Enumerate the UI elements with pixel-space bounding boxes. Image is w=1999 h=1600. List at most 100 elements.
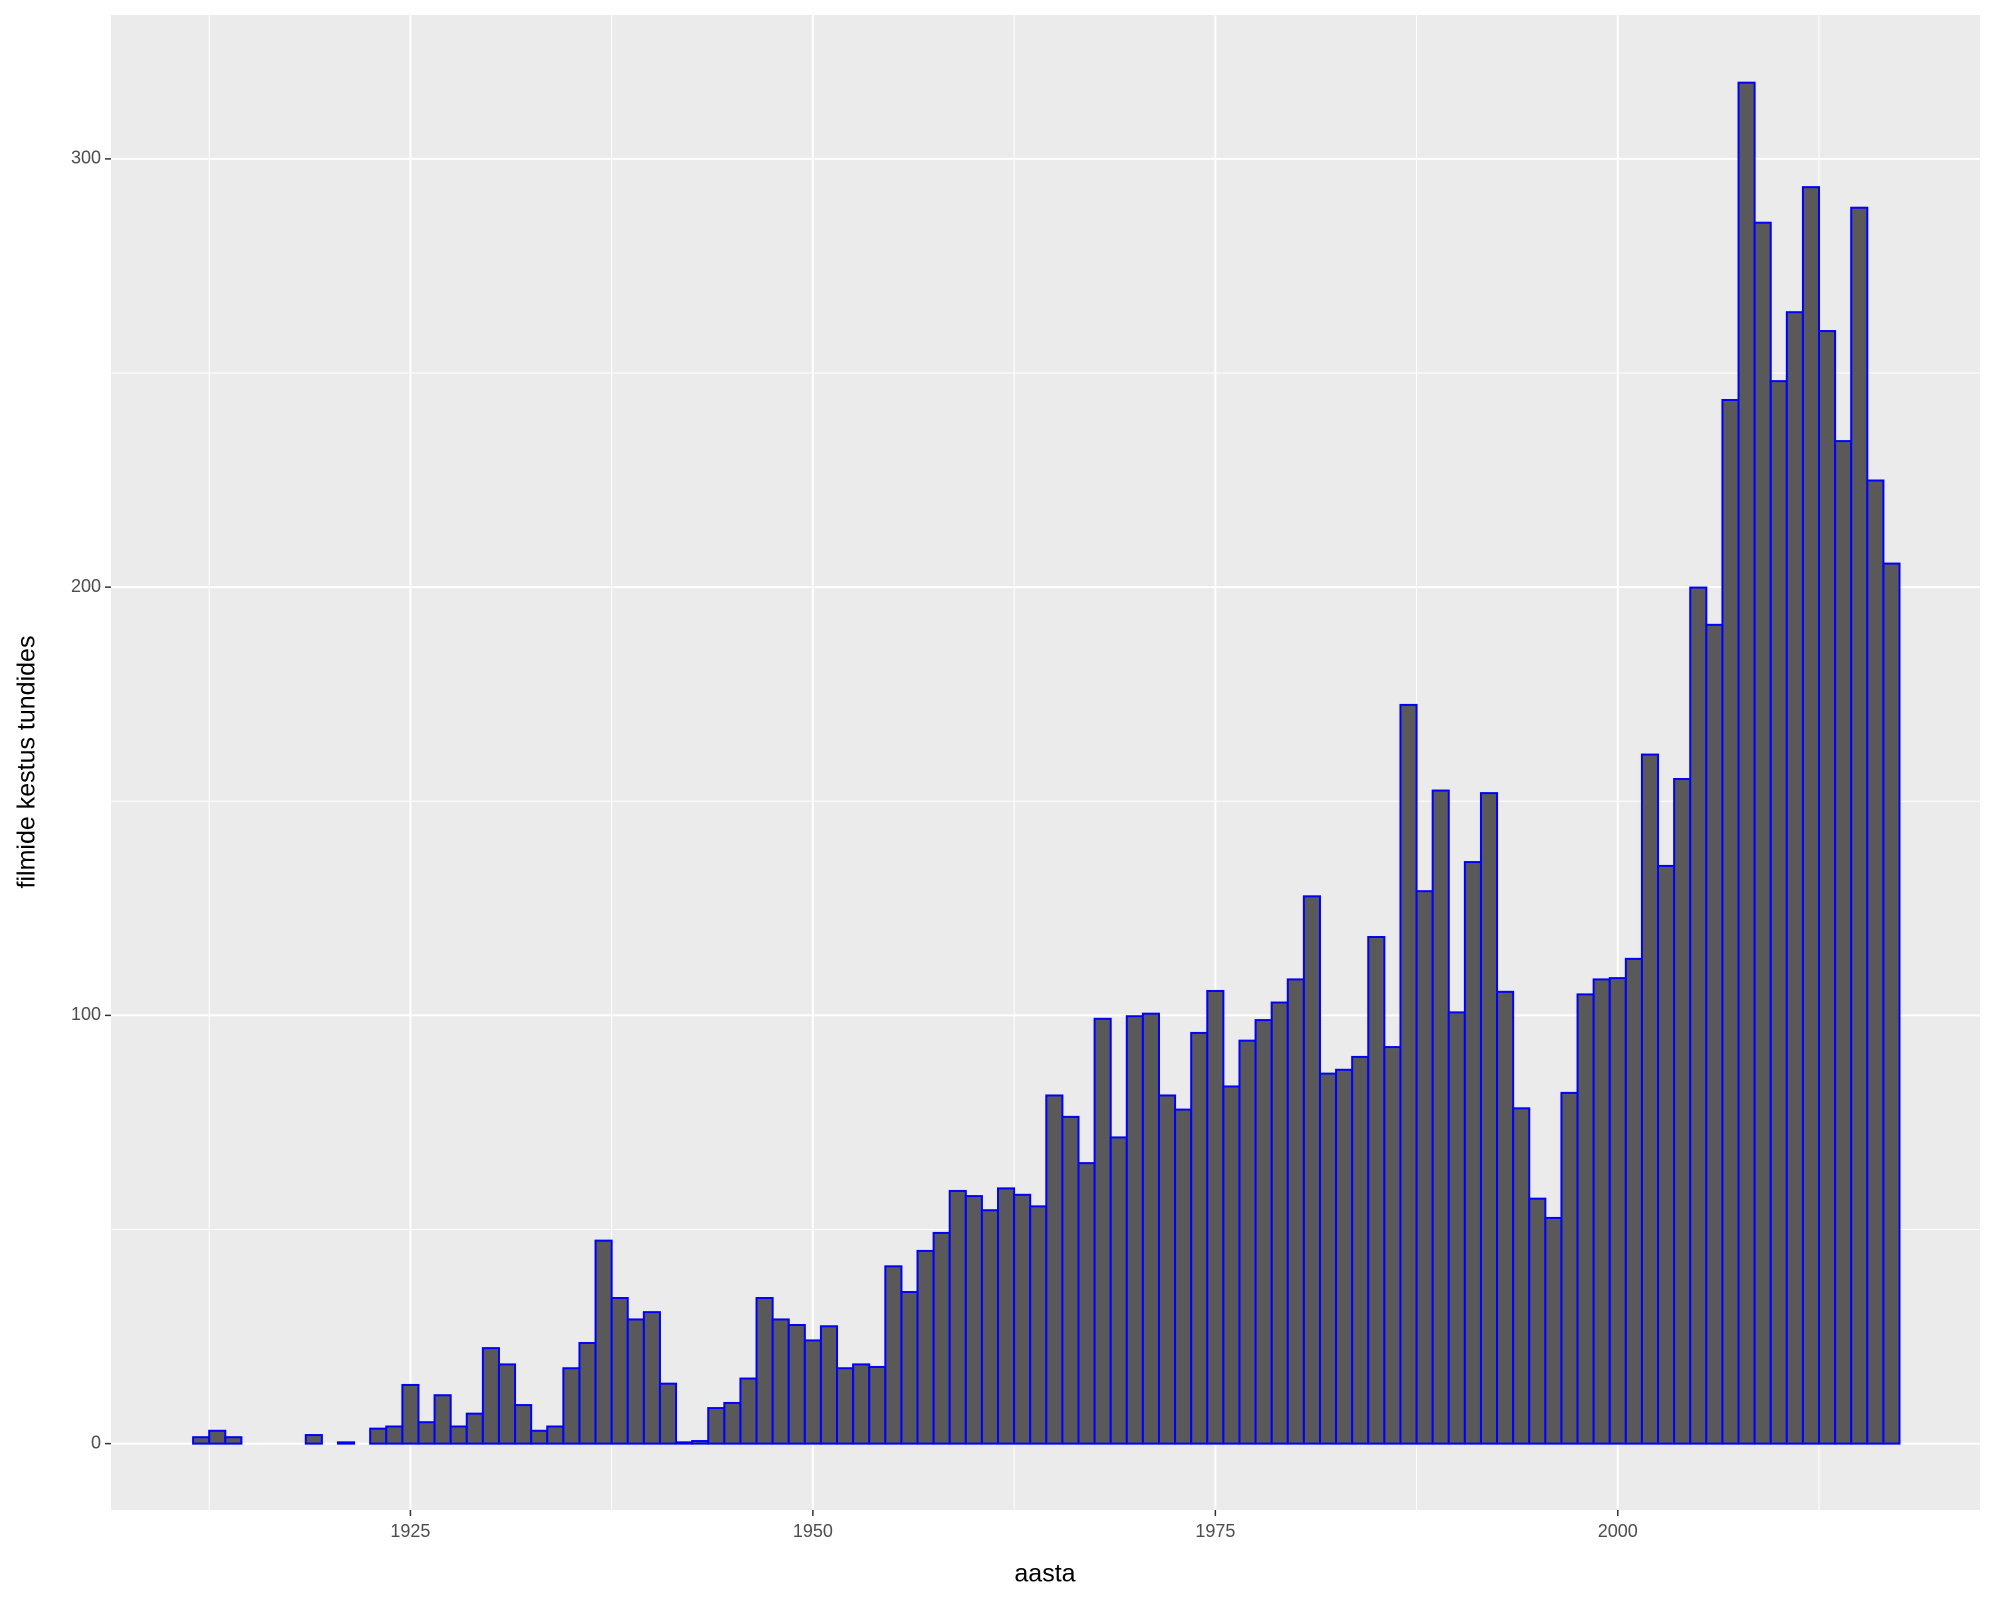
bar bbox=[1463, 861, 1482, 1445]
bar bbox=[224, 1436, 243, 1445]
bar bbox=[1029, 1205, 1048, 1445]
bar bbox=[1479, 792, 1499, 1445]
bar bbox=[1608, 977, 1627, 1445]
bar bbox=[836, 1367, 855, 1445]
bar bbox=[1367, 936, 1386, 1445]
bar bbox=[417, 1421, 436, 1445]
bar bbox=[1882, 562, 1901, 1445]
bar bbox=[1801, 186, 1821, 1445]
bar bbox=[1222, 1085, 1241, 1445]
bar bbox=[755, 1297, 774, 1445]
bar bbox=[739, 1377, 758, 1445]
bar bbox=[707, 1407, 726, 1445]
bar bbox=[964, 1195, 983, 1445]
bar bbox=[1061, 1115, 1080, 1445]
y-tick-label: 200 bbox=[71, 576, 101, 596]
bar bbox=[1866, 479, 1885, 1445]
bar bbox=[1190, 1031, 1209, 1445]
bar bbox=[1351, 1055, 1370, 1445]
bar bbox=[1818, 330, 1837, 1445]
bar bbox=[980, 1209, 1000, 1445]
bar bbox=[369, 1427, 388, 1445]
bar bbox=[530, 1429, 549, 1445]
bar bbox=[1302, 895, 1321, 1445]
bar bbox=[787, 1323, 806, 1445]
bar bbox=[1013, 1193, 1032, 1445]
bar bbox=[932, 1231, 951, 1445]
bar bbox=[642, 1311, 661, 1445]
bar bbox=[1592, 978, 1611, 1445]
bar bbox=[1769, 380, 1788, 1445]
bar bbox=[562, 1367, 581, 1445]
bar bbox=[900, 1291, 919, 1445]
bar bbox=[546, 1425, 565, 1445]
bar bbox=[1624, 957, 1643, 1445]
bar bbox=[1657, 864, 1676, 1445]
bar bbox=[401, 1383, 420, 1445]
x-tick-label: 1925 bbox=[390, 1521, 430, 1541]
bar bbox=[449, 1425, 468, 1445]
bar bbox=[1270, 1001, 1289, 1445]
bar bbox=[433, 1394, 452, 1445]
bar bbox=[304, 1434, 323, 1445]
y-axis-title: filmide kestus tundides bbox=[13, 636, 41, 889]
x-tick-label: 1975 bbox=[1195, 1521, 1235, 1541]
bar bbox=[594, 1239, 613, 1445]
x-tick-label: 2000 bbox=[1598, 1521, 1638, 1541]
y-tick-label: 100 bbox=[71, 1004, 101, 1024]
bar bbox=[884, 1265, 903, 1445]
bar bbox=[1415, 890, 1434, 1445]
bar bbox=[675, 1441, 694, 1445]
bar bbox=[1383, 1046, 1402, 1445]
y-tick-label: 0 bbox=[91, 1432, 101, 1452]
bar bbox=[691, 1440, 710, 1445]
bar bbox=[1174, 1108, 1193, 1445]
bar bbox=[385, 1425, 404, 1445]
bar bbox=[1834, 440, 1853, 1445]
x-tick-label: 1950 bbox=[793, 1521, 833, 1541]
bar bbox=[916, 1249, 935, 1445]
bar bbox=[514, 1404, 533, 1445]
bar bbox=[1109, 1136, 1128, 1445]
y-tick-label: 300 bbox=[71, 148, 101, 168]
bar bbox=[868, 1365, 887, 1445]
bar bbox=[626, 1318, 645, 1445]
bar bbox=[1512, 1107, 1531, 1445]
bar bbox=[852, 1363, 871, 1445]
bar bbox=[481, 1347, 500, 1445]
bar bbox=[658, 1382, 678, 1445]
bar bbox=[336, 1441, 356, 1445]
bar bbox=[1286, 978, 1305, 1445]
bar bbox=[1206, 989, 1225, 1445]
bar bbox=[723, 1401, 742, 1445]
bar bbox=[819, 1325, 839, 1445]
bar bbox=[803, 1339, 822, 1445]
bar bbox=[1560, 1091, 1579, 1445]
bar bbox=[1850, 206, 1869, 1445]
bar bbox=[1544, 1216, 1563, 1445]
bar bbox=[192, 1436, 211, 1445]
bar bbox=[1576, 993, 1595, 1445]
bar bbox=[1254, 1019, 1273, 1445]
bar bbox=[497, 1363, 517, 1445]
bar bbox=[208, 1429, 227, 1445]
bar bbox=[1077, 1162, 1096, 1445]
bar bbox=[1447, 1011, 1466, 1445]
bar bbox=[1737, 81, 1756, 1445]
bar bbox=[610, 1297, 629, 1445]
bar bbox=[1335, 1068, 1354, 1445]
bar bbox=[1431, 789, 1450, 1445]
bar bbox=[997, 1187, 1016, 1445]
bar bbox=[1753, 221, 1772, 1445]
bar bbox=[1496, 990, 1515, 1445]
bar bbox=[1689, 586, 1708, 1445]
bar bbox=[1785, 311, 1804, 1445]
x-axis-title: aasta bbox=[1014, 1560, 1075, 1588]
bar bbox=[578, 1341, 597, 1445]
bar bbox=[1157, 1094, 1177, 1445]
bar bbox=[1528, 1197, 1547, 1445]
bar bbox=[1673, 777, 1692, 1445]
bar bbox=[1141, 1012, 1160, 1445]
bar bbox=[1125, 1015, 1144, 1445]
